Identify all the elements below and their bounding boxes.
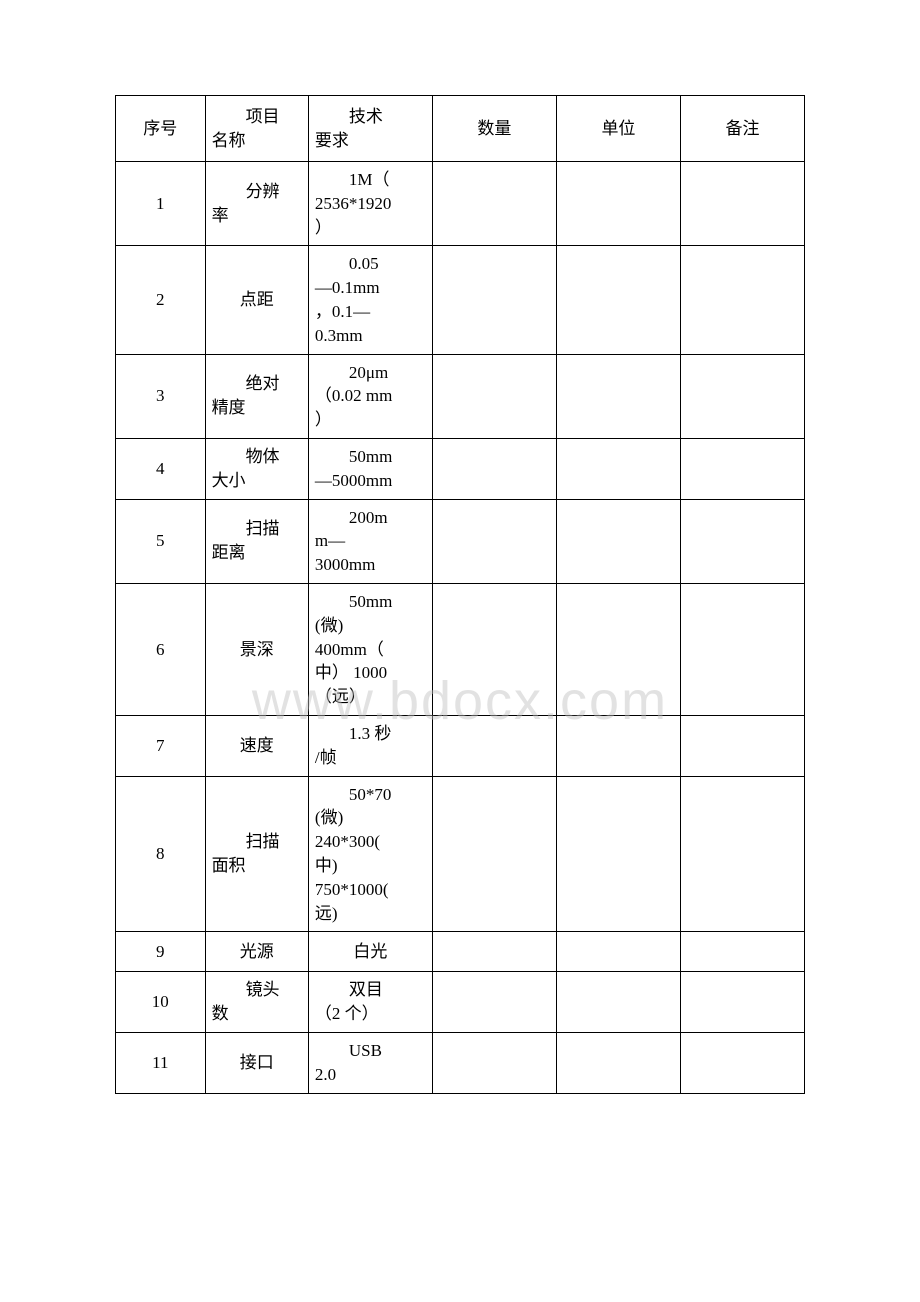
cell-unit	[556, 354, 680, 438]
header-qty: 数量	[432, 96, 556, 162]
cell-name: 镜头 数	[205, 972, 308, 1033]
cell-note	[680, 162, 804, 246]
cell-tech: 50*70 (微) 240*300( 中) 750*1000( 远)	[308, 776, 432, 932]
cell-tech: 50mm (微) 400mm（ 中） 1000 （远）	[308, 583, 432, 715]
cell-name: 物体 大小	[205, 438, 308, 499]
spec-table: 序号 项目 名称 技术 要求 数量 单位 备注 1 分辨 率 1M（ 2536*…	[115, 95, 805, 1094]
header-tech: 技术 要求	[308, 96, 432, 162]
cell-note	[680, 1032, 804, 1093]
cell-seq: 6	[116, 583, 206, 715]
cell-seq: 5	[116, 499, 206, 583]
cell-unit	[556, 583, 680, 715]
table-row: 1 分辨 率 1M（ 2536*1920 ）	[116, 162, 805, 246]
header-seq: 序号	[116, 96, 206, 162]
header-name: 项目 名称	[205, 96, 308, 162]
cell-tech: 20μm （0.02 mm ）	[308, 354, 432, 438]
cell-unit	[556, 972, 680, 1033]
cell-qty	[432, 972, 556, 1033]
cell-note	[680, 246, 804, 354]
cell-qty	[432, 715, 556, 776]
cell-unit	[556, 438, 680, 499]
cell-name: 光源	[205, 932, 308, 972]
cell-note	[680, 776, 804, 932]
cell-unit	[556, 776, 680, 932]
cell-tech: USB 2.0	[308, 1032, 432, 1093]
cell-tech: 白光	[308, 932, 432, 972]
cell-unit	[556, 1032, 680, 1093]
cell-seq: 2	[116, 246, 206, 354]
header-unit: 单位	[556, 96, 680, 162]
table-row: 11 接口 USB 2.0	[116, 1032, 805, 1093]
table-row: 5 扫描 距离 200m m— 3000mm	[116, 499, 805, 583]
table-row: 9 光源 白光	[116, 932, 805, 972]
cell-unit	[556, 499, 680, 583]
cell-name: 扫描 距离	[205, 499, 308, 583]
cell-qty	[432, 583, 556, 715]
cell-note	[680, 354, 804, 438]
cell-name: 扫描 面积	[205, 776, 308, 932]
cell-name: 速度	[205, 715, 308, 776]
cell-tech: 双目 （2 个）	[308, 972, 432, 1033]
cell-seq: 3	[116, 354, 206, 438]
cell-tech: 50mm —5000mm	[308, 438, 432, 499]
cell-note	[680, 972, 804, 1033]
cell-seq: 1	[116, 162, 206, 246]
table-header-row: 序号 项目 名称 技术 要求 数量 单位 备注	[116, 96, 805, 162]
cell-note	[680, 583, 804, 715]
cell-qty	[432, 1032, 556, 1093]
table-row: 7 速度 1.3 秒 /帧	[116, 715, 805, 776]
cell-tech: 1.3 秒 /帧	[308, 715, 432, 776]
cell-tech: 0.05 —0.1mm ，0.1— 0.3mm	[308, 246, 432, 354]
cell-seq: 10	[116, 972, 206, 1033]
cell-tech: 1M（ 2536*1920 ）	[308, 162, 432, 246]
cell-seq: 7	[116, 715, 206, 776]
cell-unit	[556, 932, 680, 972]
cell-seq: 11	[116, 1032, 206, 1093]
header-note: 备注	[680, 96, 804, 162]
cell-seq: 8	[116, 776, 206, 932]
cell-tech: 200m m— 3000mm	[308, 499, 432, 583]
cell-qty	[432, 499, 556, 583]
cell-unit	[556, 715, 680, 776]
cell-seq: 9	[116, 932, 206, 972]
cell-unit	[556, 162, 680, 246]
cell-name: 接口	[205, 1032, 308, 1093]
cell-name: 绝对 精度	[205, 354, 308, 438]
cell-qty	[432, 246, 556, 354]
cell-note	[680, 715, 804, 776]
table-row: 4 物体 大小 50mm —5000mm	[116, 438, 805, 499]
cell-qty	[432, 932, 556, 972]
table-row: 10 镜头 数 双目 （2 个）	[116, 972, 805, 1033]
cell-name: 分辨 率	[205, 162, 308, 246]
table-row: 8 扫描 面积 50*70 (微) 240*300( 中) 750*1000( …	[116, 776, 805, 932]
cell-note	[680, 438, 804, 499]
cell-qty	[432, 354, 556, 438]
table-row: 6 景深 50mm (微) 400mm（ 中） 1000 （远）	[116, 583, 805, 715]
cell-name: 景深	[205, 583, 308, 715]
cell-qty	[432, 438, 556, 499]
cell-name: 点距	[205, 246, 308, 354]
table-row: 3 绝对 精度 20μm （0.02 mm ）	[116, 354, 805, 438]
table-row: 2 点距 0.05 —0.1mm ，0.1— 0.3mm	[116, 246, 805, 354]
cell-unit	[556, 246, 680, 354]
cell-qty	[432, 776, 556, 932]
cell-qty	[432, 162, 556, 246]
cell-seq: 4	[116, 438, 206, 499]
cell-note	[680, 932, 804, 972]
cell-note	[680, 499, 804, 583]
